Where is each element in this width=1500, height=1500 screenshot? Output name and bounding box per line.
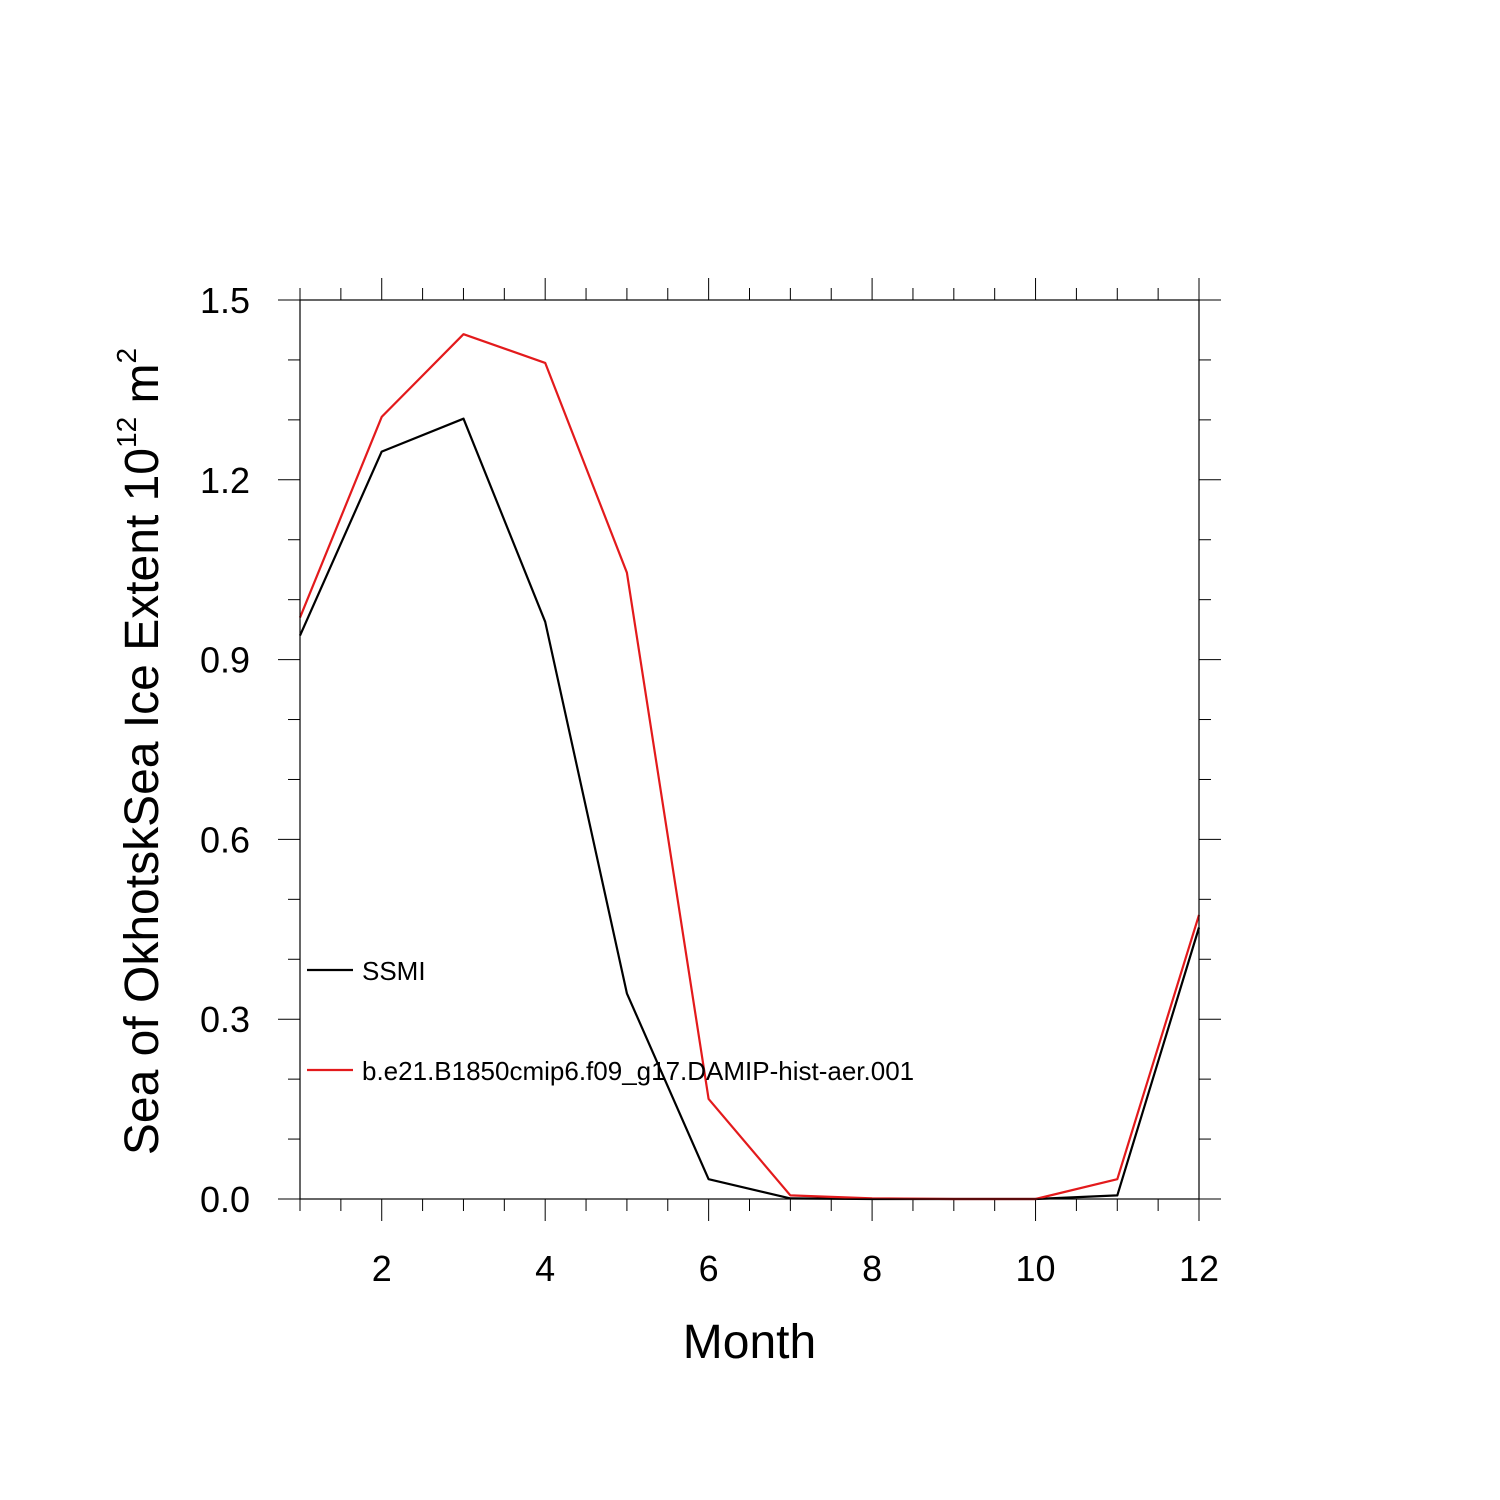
y-tick-label: 1.2 (200, 460, 250, 501)
y-axis-title-main: Sea of OkhotskSea Ice Extent 10 (116, 448, 169, 1155)
y-tick-label: 0.9 (200, 640, 250, 681)
y-axis-title-exponent: 12 (111, 417, 142, 448)
x-axis-title: Month (683, 1316, 816, 1369)
y-tick-label: 0.3 (200, 999, 250, 1040)
legend-label: SSMI (362, 956, 426, 986)
y-tick-label: 0.0 (200, 1179, 250, 1220)
x-tick-label: 4 (535, 1248, 555, 1289)
y-tick-label: 0.6 (200, 819, 250, 860)
x-tick-label: 10 (1016, 1248, 1056, 1289)
y-axis-title-unit: m (116, 364, 169, 417)
tick-labels: 2 4 6 8 10 12 0.0 0.3 0.6 0.9 1.2 1.5 (200, 280, 1219, 1289)
x-tick-label: 8 (862, 1248, 882, 1289)
y-tick-label: 1.5 (200, 280, 250, 321)
x-tick-label: 2 (372, 1248, 392, 1289)
x-tick-label: 6 (699, 1248, 719, 1289)
y-axis-title-unit-exponent: 2 (111, 348, 142, 364)
plot-frame (299, 299, 1200, 1200)
series-line-model (298, 333, 1201, 1201)
legend-label: b.e21.B1850cmip6.f09_g17.DAMIP-hist-aer.… (362, 1056, 914, 1086)
y-axis-title: Sea of OkhotskSea Ice Extent 1012 m2 (111, 348, 169, 1155)
legend: SSMI b.e21.B1850cmip6.f09_g17.DAMIP-hist-… (307, 956, 914, 1086)
x-tick-label: 12 (1179, 1248, 1219, 1289)
axis-ticks (278, 278, 1221, 1221)
